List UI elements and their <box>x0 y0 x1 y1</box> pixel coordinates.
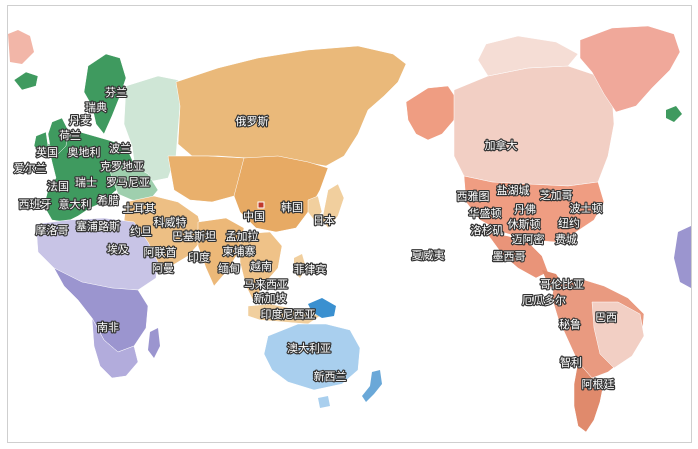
label-denmark[interactable]: 丹麦 <box>68 113 92 128</box>
label-new-york[interactable]: 纽约 <box>557 215 581 231</box>
region-southeast-asia[interactable] <box>239 231 283 303</box>
world-map[interactable]: 芬兰 瑞典 丹麦 荷兰 英国 奥地利 波兰 爱尔兰 克罗地亚 瑞士 罗马尼亚 法… <box>8 6 691 442</box>
label-ecuador[interactable]: 厄瓜多尔 <box>521 292 567 308</box>
label-france[interactable]: 法国 <box>46 178 70 194</box>
label-colombia[interactable]: 哥伦比亚 <box>539 276 585 292</box>
region-europe-small-island[interactable] <box>666 106 682 122</box>
label-bangladesh[interactable]: 孟加拉 <box>224 228 259 244</box>
label-cambodia[interactable]: 柬埔寨 <box>221 243 256 259</box>
label-myanmar[interactable]: 缅甸 <box>217 260 241 276</box>
label-greece[interactable]: 希腊 <box>96 192 120 208</box>
china-capital-marker[interactable] <box>257 201 265 209</box>
label-vietnam[interactable]: 越南 <box>249 258 273 274</box>
label-boston[interactable]: 波士顿 <box>568 200 603 216</box>
region-canada-north[interactable] <box>477 35 579 77</box>
label-mexico[interactable]: 墨西哥 <box>491 249 526 264</box>
label-uae[interactable]: 阿联酋 <box>142 244 177 260</box>
label-indonesia[interactable]: 印度尼西亚 <box>259 306 316 322</box>
label-japan[interactable]: 日本 <box>312 212 336 228</box>
label-oman[interactable]: 阿曼 <box>151 261 175 276</box>
region-russia[interactable] <box>175 45 407 167</box>
label-jordan[interactable]: 约旦 <box>129 224 153 239</box>
label-chile[interactable]: 智利 <box>559 354 583 370</box>
label-malaysia[interactable]: 马来西亚 <box>243 277 289 292</box>
label-switzerland[interactable]: 瑞士 <box>74 174 98 190</box>
region-india[interactable] <box>197 217 245 287</box>
region-scandinavia[interactable] <box>83 53 127 135</box>
label-austria[interactable]: 奥地利 <box>66 144 101 160</box>
region-brazil[interactable] <box>591 301 645 369</box>
label-pakistan[interactable]: 巴基斯坦 <box>171 228 217 244</box>
region-africa-east-edge[interactable] <box>674 226 691 288</box>
region-china[interactable] <box>233 155 329 233</box>
label-washington[interactable]: 华盛顿 <box>467 205 502 221</box>
label-finland[interactable]: 芬兰 <box>104 85 128 100</box>
label-philippines[interactable]: 菲律宾 <box>292 261 327 277</box>
region-madagascar[interactable] <box>148 328 160 358</box>
label-miami[interactable]: 迈阿密 <box>510 231 545 247</box>
region-australia[interactable] <box>263 323 361 391</box>
region-indonesia[interactable] <box>247 303 321 325</box>
region-europe-west-edge[interactable] <box>8 30 34 64</box>
label-canada[interactable]: 加拿大 <box>483 137 518 153</box>
region-western-europe[interactable] <box>43 131 135 223</box>
region-new-zealand[interactable] <box>362 370 382 402</box>
region-japan[interactable] <box>321 183 345 229</box>
label-romania[interactable]: 罗马尼亚 <box>105 175 151 190</box>
label-uk[interactable]: 英国 <box>35 144 59 160</box>
region-usa[interactable] <box>463 175 605 243</box>
region-uk[interactable] <box>47 117 69 155</box>
region-new-guinea[interactable] <box>308 298 336 318</box>
label-kuwait[interactable]: 科威特 <box>152 214 187 230</box>
label-argentina[interactable]: 阿根廷 <box>580 376 615 392</box>
label-russia[interactable]: 俄罗斯 <box>234 114 269 129</box>
label-china[interactable]: 中国 <box>242 209 266 224</box>
label-ireland[interactable]: 爱尔兰 <box>12 161 47 176</box>
world-map-frame: 芬兰 瑞典 丹麦 荷兰 英国 奥地利 波兰 爱尔兰 克罗地亚 瑞士 罗马尼亚 法… <box>7 5 692 443</box>
region-canada[interactable] <box>453 65 615 187</box>
region-tasmania[interactable] <box>318 396 330 408</box>
label-salt-lake[interactable]: 盐湖城 <box>495 183 530 198</box>
label-morocco[interactable]: 摩洛哥 <box>34 222 69 238</box>
label-new-zealand[interactable]: 新西兰 <box>312 368 347 384</box>
label-sweden[interactable]: 瑞典 <box>84 99 108 115</box>
label-netherlands[interactable]: 荷兰 <box>58 128 82 143</box>
region-alaska[interactable] <box>405 85 457 141</box>
label-korea[interactable]: 韩国 <box>280 199 304 215</box>
label-turkey[interactable]: 土耳其 <box>121 201 156 216</box>
label-chicago[interactable]: 芝加哥 <box>538 188 573 203</box>
label-cyprus[interactable]: 塞浦路斯 <box>75 218 121 234</box>
label-peru[interactable]: 秘鲁 <box>558 316 582 332</box>
label-australia[interactable]: 澳大利亚 <box>286 340 332 356</box>
region-south-america-south[interactable] <box>573 361 605 433</box>
region-europe-light[interactable] <box>123 75 181 183</box>
label-singapore[interactable]: 新加坡 <box>252 290 287 306</box>
label-poland[interactable]: 波兰 <box>108 141 132 156</box>
label-houston[interactable]: 休斯顿 <box>506 216 541 232</box>
label-egypt[interactable]: 埃及 <box>106 241 130 257</box>
label-philadelphia[interactable]: 费城 <box>554 232 578 247</box>
region-philippines[interactable] <box>294 254 306 278</box>
region-korea[interactable] <box>307 195 323 221</box>
region-iceland[interactable] <box>13 71 39 91</box>
label-italy[interactable]: 意大利 <box>57 196 92 212</box>
region-ireland[interactable] <box>33 131 49 153</box>
region-greenland[interactable] <box>579 25 681 113</box>
label-croatia[interactable]: 克罗地亚 <box>99 159 145 174</box>
label-india[interactable]: 印度 <box>187 249 211 265</box>
label-spain[interactable]: 西班牙 <box>17 197 52 212</box>
label-brazil[interactable]: 巴西 <box>594 310 618 325</box>
label-seattle[interactable]: 西雅图 <box>455 188 490 204</box>
label-denver[interactable]: 丹佛 <box>513 202 537 217</box>
label-south-africa[interactable]: 南非 <box>96 320 120 335</box>
label-hawaii[interactable]: 夏威夷 <box>410 248 445 263</box>
label-los-angeles[interactable]: 洛杉矶 <box>469 222 504 238</box>
region-africa-south[interactable] <box>91 317 139 379</box>
